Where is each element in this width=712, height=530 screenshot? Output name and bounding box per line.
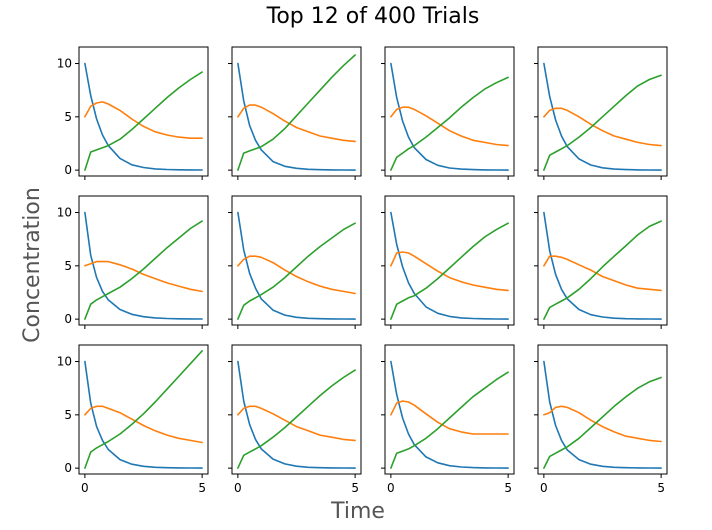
x-tick-label: 0 <box>81 481 89 495</box>
series-line-blue <box>390 62 509 171</box>
series-line-orange <box>237 255 356 295</box>
axes-frame <box>231 344 362 475</box>
series-line-blue <box>237 360 356 469</box>
series-line-green <box>84 220 203 320</box>
series-line-green <box>543 376 662 469</box>
series-line-orange <box>237 405 356 442</box>
series-line-green <box>390 76 509 171</box>
axes-frame <box>537 344 668 475</box>
y-tick-label: 0 <box>64 163 72 177</box>
subplot-panel: 0 5 10 <box>57 46 209 180</box>
series-line-green <box>543 74 662 171</box>
axes-frame <box>384 195 515 326</box>
series-line-blue <box>390 211 509 320</box>
y-tick-label: 0 <box>64 461 72 475</box>
series-line-orange <box>84 101 203 139</box>
y-tick-label: 0 <box>64 312 72 326</box>
series-line-orange <box>390 400 509 435</box>
axes-frame <box>78 195 209 326</box>
series-line-blue <box>84 211 203 320</box>
x-tick-label: 0 <box>387 481 395 495</box>
series-line-orange <box>543 405 662 443</box>
subplot-panel <box>381 195 515 329</box>
subplot-panel <box>228 195 362 329</box>
series-line-blue <box>84 360 203 469</box>
series-line-blue <box>543 360 662 469</box>
subplot-panel <box>534 195 668 329</box>
subplot-panel <box>534 46 668 180</box>
subplot-panel <box>228 46 362 180</box>
subplot-panel: 0 5 10 <box>57 195 209 329</box>
subplot-panel: 0 5 10 0 5 <box>57 344 209 495</box>
subplot-panel <box>381 46 515 180</box>
series-line-green <box>237 222 356 320</box>
axes-frame <box>537 195 668 326</box>
series-line-orange <box>390 251 509 292</box>
axes-frame <box>384 344 515 475</box>
series-line-green <box>390 371 509 469</box>
x-tick-label: 5 <box>351 481 359 495</box>
axes-frame <box>231 195 362 326</box>
series-line-orange <box>84 260 203 293</box>
x-tick-label: 5 <box>504 481 512 495</box>
x-tick-label: 0 <box>234 481 242 495</box>
y-tick-label: 5 <box>64 259 72 273</box>
series-line-green <box>390 222 509 320</box>
y-tick-label: 10 <box>57 57 72 71</box>
series-line-blue <box>84 62 203 171</box>
series-line-blue <box>543 62 662 171</box>
axes-frame <box>78 344 209 475</box>
series-line-blue <box>237 211 356 320</box>
figure-title: Top 12 of 400 Trials <box>266 4 480 29</box>
series-line-orange <box>84 405 203 444</box>
series-line-green <box>84 71 203 171</box>
series-line-orange <box>543 255 662 292</box>
y-tick-label: 10 <box>57 206 72 220</box>
series-line-orange <box>390 106 509 147</box>
axes-frame <box>384 46 515 177</box>
series-line-green <box>543 220 662 320</box>
series-line-green <box>84 350 203 469</box>
x-tick-label: 5 <box>198 481 206 495</box>
x-tick-label: 0 <box>540 481 548 495</box>
y-tick-label: 5 <box>64 110 72 124</box>
axes-frame <box>537 46 668 177</box>
series-line-blue <box>543 211 662 320</box>
series-line-green <box>237 54 356 171</box>
y-tick-label: 5 <box>64 408 72 422</box>
y-axis-label: Concentration <box>20 187 45 343</box>
axes-frame <box>78 46 209 177</box>
series-line-blue <box>237 62 356 171</box>
series-line-blue <box>390 360 509 469</box>
x-tick-label: 5 <box>657 481 665 495</box>
series-line-orange <box>543 107 662 147</box>
y-tick-label: 10 <box>57 355 72 369</box>
axes-frame <box>231 46 362 177</box>
x-axis-label: Time <box>330 499 385 524</box>
series-line-orange <box>237 104 356 143</box>
series-line-green <box>237 369 356 469</box>
